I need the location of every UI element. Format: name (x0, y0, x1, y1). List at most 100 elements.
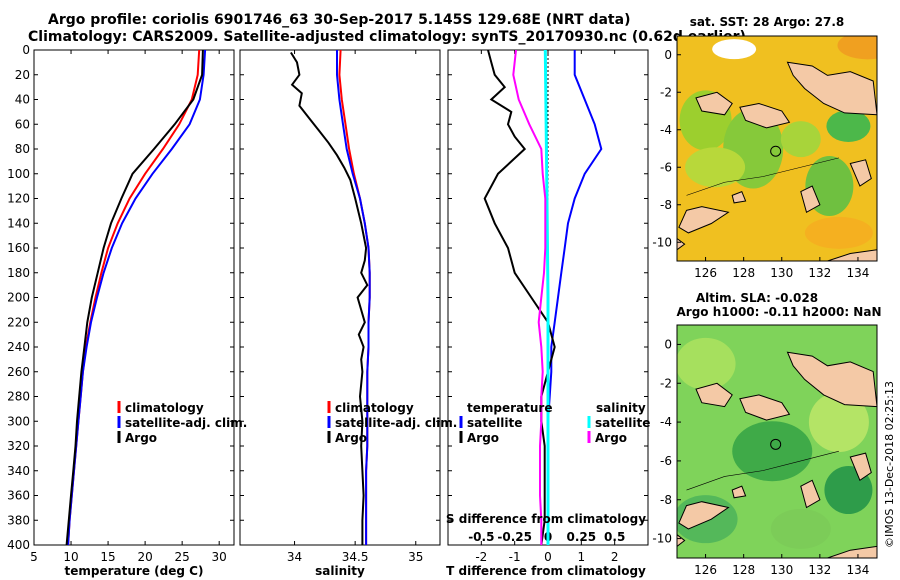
y-tick-label: 240 (7, 340, 30, 354)
s-tick-label: 0.5 (604, 530, 625, 544)
island (827, 545, 877, 558)
map-field (677, 325, 877, 558)
legend-climatology: climatology (335, 401, 414, 415)
legend-t-argo: Argo (467, 431, 499, 445)
imos-credit: ©IMOS 13-Dec-2018 02:25:13 (883, 381, 896, 548)
island (739, 394, 791, 421)
y-tick-label: 380 (7, 513, 30, 527)
sla-map-subtitle: Argo h1000: -0.11 h2000: NaN (676, 305, 881, 319)
t-argo-line (483, 50, 556, 545)
y-tick-label: 280 (7, 390, 30, 404)
s-satellite-line (543, 50, 550, 545)
map-field (677, 36, 877, 261)
island (800, 479, 821, 509)
field-patch (685, 147, 746, 188)
island (677, 534, 686, 548)
y-tick-label: 80 (15, 142, 30, 156)
bathymetry-contour (686, 450, 839, 491)
sla-map-title: Altim. SLA: -0.028 (696, 291, 818, 305)
difference-panel: -2 -1 0 1 2-0.5 -0.25 0 0.25 0.5 (447, 49, 649, 564)
y-tick-label: 360 (7, 489, 30, 503)
x-tick-label: 10 (63, 550, 78, 564)
x-tick-label: 126 (694, 266, 717, 280)
y-tick-label: 0 (22, 43, 30, 57)
island (678, 206, 730, 234)
island (800, 185, 821, 214)
y-tick-label: 300 (7, 414, 30, 428)
y-tick-label: -4 (660, 123, 672, 137)
x-tick-label: 134 (846, 266, 869, 280)
y-tick-label: 160 (7, 241, 30, 255)
legend-satellite-adj: satellite-adj. clim. (125, 416, 247, 430)
s-difference-axis-label: S difference from climatology (446, 512, 646, 526)
sla-map-panel: 126 128 130 132 134 0 -2 -4 -6 -8 -10 (652, 324, 878, 577)
satellite-adj-line (336, 50, 371, 545)
x-tick-label: 128 (732, 563, 755, 577)
legend-s-argo: Argo (595, 431, 627, 445)
y-tick-label: 20 (15, 68, 30, 82)
field-patch (780, 121, 821, 158)
island (739, 102, 791, 129)
legend-satellite-adj: satellite-adj. clim. (335, 416, 457, 430)
legend-argo: Argo (335, 431, 367, 445)
island (786, 351, 877, 408)
sst-map-title: sat. SST: 28 Argo: 27.8 (690, 15, 844, 29)
y-tick-label: 260 (7, 365, 30, 379)
y-tick-label: -4 (660, 415, 672, 429)
legend-t-satellite: satellite (467, 416, 522, 430)
island (731, 190, 747, 204)
x-tick-label: 132 (808, 563, 831, 577)
argo-position-marker (770, 438, 782, 450)
island (786, 61, 877, 116)
x-tick-label: 128 (732, 266, 755, 280)
x-tick-label: 20 (137, 550, 152, 564)
argo-line (65, 50, 204, 545)
field-patch (826, 110, 871, 142)
y-tick-label: 0 (664, 337, 672, 351)
x-tick-label: 1 (578, 550, 586, 564)
x-tick-label: 130 (770, 563, 793, 577)
s-tick-label: -0.25 (497, 530, 532, 544)
legend-argo: Argo (125, 431, 157, 445)
map-frame (676, 35, 878, 262)
x-tick-label: 126 (694, 563, 717, 577)
island (827, 249, 877, 261)
y-tick-label: -6 (660, 160, 672, 174)
plot-frame (239, 49, 441, 546)
island (695, 91, 733, 116)
legend-salinity-title: salinity (596, 401, 646, 415)
field-patch (837, 36, 877, 60)
y-tick-label: -2 (660, 376, 672, 390)
plot-frame (33, 49, 235, 546)
island (677, 237, 686, 251)
map-frame (676, 324, 878, 559)
y-tick-label: 40 (15, 93, 30, 107)
sst-map-panel: 126 128 130 132 134 0 -2 -4 -6 -8 -10 (652, 35, 878, 280)
y-tick-label: -10 (652, 532, 672, 546)
legend-s-satellite: satellite (595, 416, 650, 430)
salinity-panel: 34 34.5 35 (239, 49, 441, 564)
x-tick-label: -2 (475, 550, 487, 564)
x-tick-label: 2 (611, 550, 619, 564)
y-tick-label: -8 (660, 493, 672, 507)
x-tick-label: 0 (544, 550, 552, 564)
temperature-legend: climatology satellite-adj. clim. Argo (117, 401, 247, 445)
y-tick-label: 200 (7, 291, 30, 305)
y-tick-label: 320 (7, 439, 30, 453)
t-difference-axis-label: T difference from climatology (446, 564, 646, 578)
x-tick-label: 5 (30, 550, 38, 564)
y-tick-label: 120 (7, 192, 30, 206)
temperature-panel: 0 20 40 60 80 100 120 140 160 180 200 220 240 260 280 3… (7, 43, 235, 564)
legend-temperature-title: temperature (467, 401, 552, 415)
s-tick-label: -0.5 (468, 530, 494, 544)
legend-climatology: climatology (125, 401, 204, 415)
x-tick-label: 25 (175, 550, 190, 564)
salinity-legend: climatology satellite-adj. clim. Argo (327, 401, 457, 445)
island (695, 382, 733, 408)
y-tick-label: -10 (652, 235, 672, 249)
x-tick-label: 130 (770, 266, 793, 280)
x-tick-label: 34.5 (342, 550, 369, 564)
figure-title-line1: Argo profile: coriolis 6901746_63 30-Sep… (48, 12, 631, 28)
field-patch (712, 39, 757, 60)
